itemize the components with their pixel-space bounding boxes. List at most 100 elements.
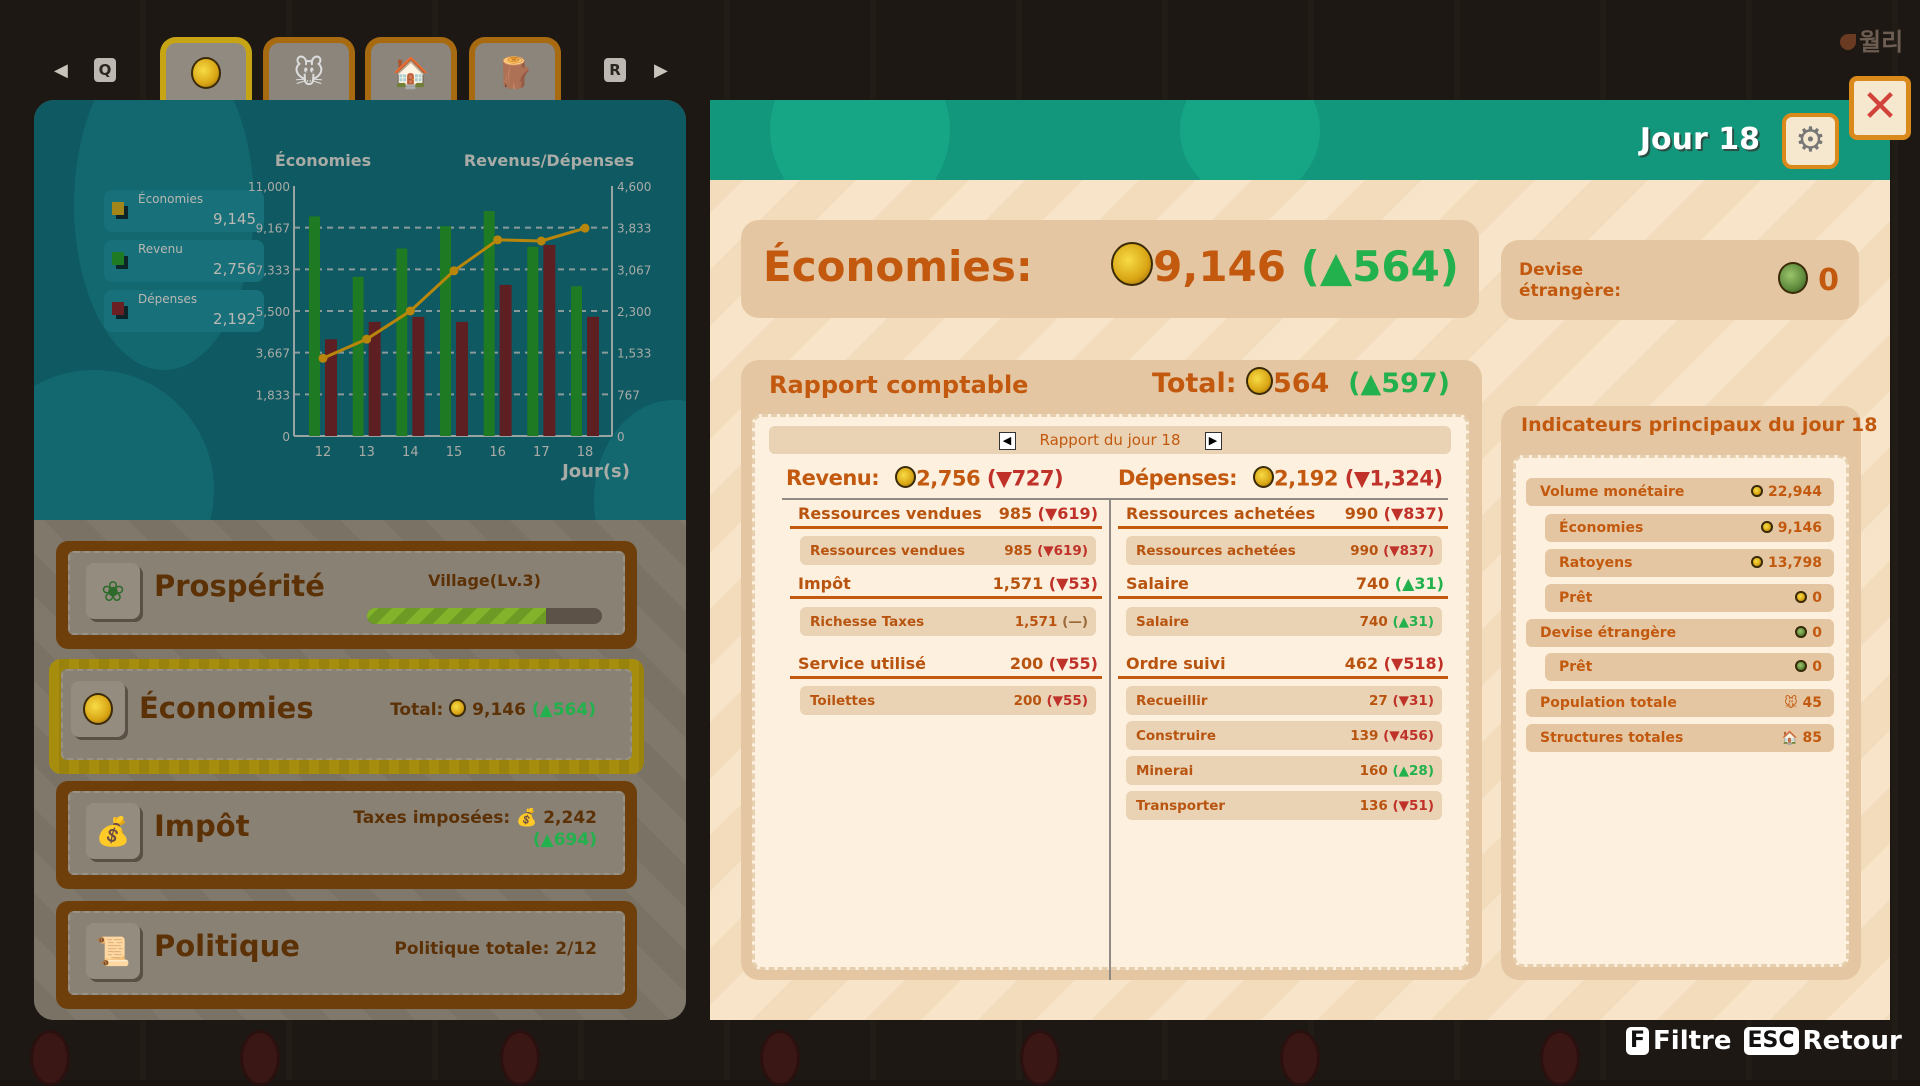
indicator-value-wrap: 13,798 [1751, 555, 1822, 571]
report-item-row: Ressources vendues 985 (▼619) [800, 536, 1096, 565]
row-label: Construire [1136, 727, 1216, 744]
revenue-bar [440, 226, 451, 436]
house-icon: 🏠 [1781, 731, 1798, 746]
tab-buildings[interactable]: 🏠 [365, 37, 457, 103]
row-label: Ordre suivi [1126, 654, 1226, 673]
row-value: 136 (▼51) [1359, 797, 1434, 814]
legend-item-savings: Économies 9,145 [104, 190, 264, 232]
filter-label[interactable]: Filtre [1653, 1026, 1732, 1056]
prev-tab-arrow[interactable]: ◀ [54, 60, 68, 81]
card-value: 2,242 [543, 808, 597, 828]
row-label: Service utilisé [798, 654, 926, 673]
legend-label: Économies [138, 192, 204, 206]
row-delta: (▼619) [1037, 542, 1088, 559]
indicator-row: Prêt 0 [1545, 653, 1834, 681]
footer-hints: F Filtre ESC Retour [1626, 1026, 1902, 1056]
legend-label: Dépenses [138, 292, 198, 306]
row-delta: (—) [1062, 613, 1088, 630]
card-prosperity[interactable]: ❀ Prospérité Village(Lv.3) [56, 541, 637, 649]
row-delta: (▲31) [1394, 574, 1444, 593]
indicator-value: 0 [1807, 590, 1822, 606]
indicator-label: Prêt [1559, 590, 1593, 606]
legend-item-expenses: Dépenses 2,192 [104, 290, 264, 332]
meat-decoration [1020, 1030, 1060, 1086]
report-title: Rapport comptable [769, 371, 1029, 399]
meat-decoration [1540, 1030, 1580, 1086]
expense-bar [412, 316, 425, 436]
filter-key[interactable]: F [1626, 1027, 1650, 1055]
prev-day-button[interactable]: ◀ [998, 432, 1016, 450]
indicator-value: 13,798 [1763, 555, 1822, 571]
y-right-tick: 2,300 [617, 305, 651, 319]
report-item-row: Ressources achetées 990 (▼837) [1126, 536, 1442, 565]
coin-icon [1760, 520, 1773, 534]
indicator-label: Devise étrangère [1540, 625, 1677, 641]
indicator-value-wrap: 0 [1795, 659, 1822, 675]
coin-icon [1795, 590, 1808, 604]
tab-economy[interactable] [160, 37, 252, 103]
y-right-tick: 3,067 [617, 263, 651, 277]
expense-bar [456, 321, 468, 436]
card-savings[interactable]: Économies Total: 9,146 (▲564) [49, 659, 644, 774]
savings-point [362, 334, 372, 344]
x-tick: 16 [489, 445, 506, 460]
income-header: Revenu: 2,756 (▼727) [786, 466, 1064, 491]
tab-resources[interactable]: 🪵 [469, 37, 561, 103]
back-key[interactable]: ESC [1743, 1027, 1799, 1055]
indicator-value: 0 [1807, 625, 1822, 641]
tab-population[interactable]: 🐭 [263, 37, 355, 103]
row-value: 462 (▼518) [1344, 654, 1444, 673]
card-tax[interactable]: 💰 Impôt Taxes imposées: 💰 2,242 (▲694) [56, 781, 637, 889]
x-tick: 13 [358, 445, 375, 460]
y-left-tick: 3,667 [256, 347, 290, 361]
indicator-row: Volume monétaire 22,944 [1526, 478, 1834, 506]
row-value: 160 (▲28) [1359, 762, 1434, 779]
x-tick: 17 [533, 445, 550, 460]
row-label: Salaire [1136, 613, 1190, 630]
indicator-value-wrap: 🐭 45 [1784, 695, 1822, 711]
prev-tab-key[interactable]: Q [94, 58, 116, 82]
mouse-icon: 🐭 [1784, 696, 1798, 711]
close-button[interactable]: ✕ [1849, 76, 1911, 140]
revenue-bar [352, 276, 364, 436]
report-item-row: Transporter 136 (▼51) [1126, 791, 1442, 820]
revenue-bar [571, 286, 582, 436]
legend-value: 2,192 [213, 310, 256, 328]
player-name-text: 월리 [1859, 28, 1904, 56]
green-coin-icon [1795, 659, 1808, 673]
coin-icon [191, 57, 221, 89]
row-value: 1,571 (—) [1014, 613, 1088, 630]
coin-icon [71, 681, 125, 737]
next-day-button[interactable]: ▶ [1204, 432, 1222, 450]
row-delta: (▲31) [1392, 613, 1434, 630]
report-item-row: Minerai 160 (▲28) [1126, 756, 1442, 785]
savings-summary: Économies: 9,146 (▲564) [741, 220, 1479, 318]
report-section-row: Salaire 740 (▲31) [1118, 571, 1448, 599]
foreign-value: 0 [1818, 262, 1839, 298]
next-tab-arrow[interactable]: ▶ [654, 60, 668, 81]
row-label: Salaire [1126, 574, 1189, 593]
savings-point [536, 236, 546, 246]
prosperity-progress [367, 608, 602, 624]
card-title: Impôt [154, 809, 250, 843]
y-left-tick: 1,833 [256, 388, 290, 402]
row-value: 200 (▼55) [1009, 654, 1098, 673]
row-value: 27 (▼31) [1368, 692, 1434, 709]
card-policy[interactable]: 📜 Politique Politique totale: 2/12 [56, 901, 637, 1009]
report-item-row: Construire 139 (▼456) [1126, 721, 1442, 750]
report-section-row: Ressources vendues 985 (▼619) [790, 501, 1102, 529]
close-icon: ✕ [1861, 81, 1899, 132]
row-value: 1,571 (▼53) [992, 574, 1098, 593]
row-label: Ressources vendues [810, 542, 966, 559]
report-total-delta: (▲597) [1348, 368, 1450, 400]
card-label: Taxes imposées: [353, 808, 511, 828]
row-delta: (▼31) [1392, 692, 1434, 709]
expense-bar [587, 316, 599, 436]
meat-decoration [500, 1030, 540, 1086]
indicator-row: Structures totales 🏠 85 [1526, 724, 1834, 752]
next-tab-key[interactable]: R [604, 58, 626, 82]
back-label[interactable]: Retour [1802, 1026, 1902, 1056]
indicator-value-wrap: 22,944 [1751, 484, 1822, 500]
y-right-tick: 1,533 [617, 347, 651, 361]
settings-button[interactable]: ⚙ [1782, 113, 1839, 169]
